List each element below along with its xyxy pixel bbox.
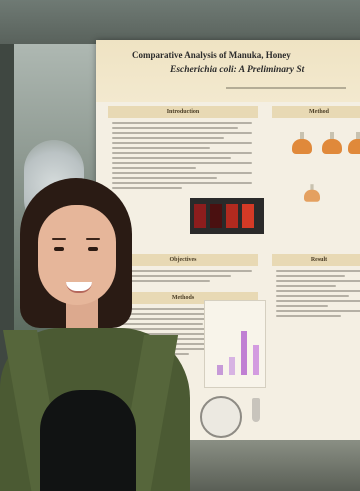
petri-dish-image [200,396,242,438]
section-introduction: Introduction [108,106,258,118]
presenter-brow-right [86,238,100,240]
flask-illustration [348,132,360,154]
flask-illustration [292,132,312,154]
floor-area [180,440,360,491]
presenter-top [40,390,136,491]
presenter-smile [66,282,92,293]
section-methods-right: Method [272,106,360,118]
poster-header [96,40,360,102]
results-photo [190,198,264,234]
section-objectives: Objectives [108,254,258,266]
graph-bar [241,331,247,375]
graph-bar [253,345,259,375]
graph-bar [217,365,223,375]
objectives-text [112,270,252,285]
flask-illustration [304,184,320,202]
poster-authors [226,85,346,89]
results-bar-graph [204,300,266,388]
section-results: Result [272,254,360,266]
presenter-eye-left [54,247,64,251]
graph-bar [229,357,235,375]
poster-title: Comparative Analysis of Manuka, Honey [132,50,291,60]
board-frame-top [0,0,360,44]
poster-subtitle: Escherichia coli: A Preliminary St [170,65,305,75]
results-text [276,270,360,320]
presenter-eye-right [88,247,98,251]
flask-illustration [322,132,342,154]
test-tube-image [252,398,260,422]
intro-text [112,122,252,192]
presenter-brow-left [52,238,66,240]
